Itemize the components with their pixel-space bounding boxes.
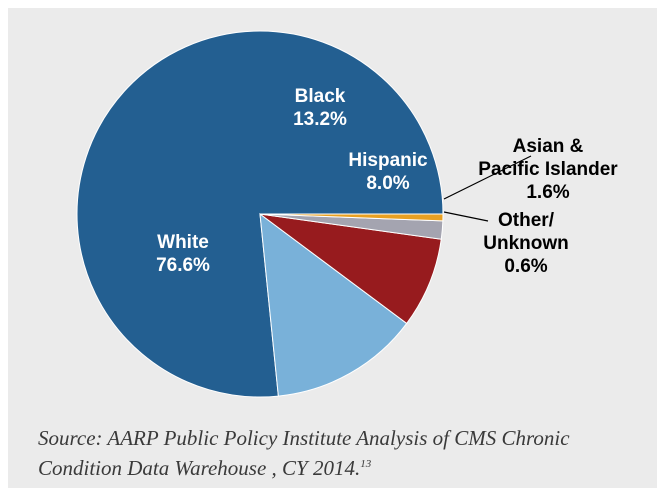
slice-label: White 76.6% [156,232,210,276]
slice-label-line: 76.6% [156,255,210,276]
slice-label-line: Unknown [483,233,569,254]
slice-label-line: White [157,232,209,253]
callout-line [443,211,489,222]
slice-label-line: Other/ [498,210,555,231]
pie-chart: White 76.6% Black 13.2%Hispanic 8.0% Asian & P… [76,30,618,398]
footnote-marker: 13 [360,458,372,470]
slice-label: Asian & Pacific Islander 1.6% [478,136,618,203]
slice-label: Other/Unknown 0.6% [483,210,569,277]
callout-line [443,155,532,200]
pie-slice-other-unknown [259,213,444,222]
source-note: Source: AARP Public Policy Institute Ana… [38,423,638,483]
pie-slice-black [259,212,408,397]
chart-panel: White 76.6% Black 13.2% Hispanic 8.0% Asian & P… [8,8,657,488]
slice-label-line: 8.0% [366,173,409,194]
source-text: Source: AARP Public Policy Institute Ana… [38,426,570,480]
pie-slice-hispanic [259,213,442,325]
slice-label: Black 13.2% [293,86,347,130]
slice-label-line: Pacific Islander [478,159,618,180]
slice-label-line: 1.6% [526,182,569,203]
slice-label-line: 13.2% [293,109,347,130]
slice-label-line: Hispanic [348,150,428,171]
slice-label-line: Asian & [513,136,584,157]
slice-label: Hispanic 8.0% [348,150,428,194]
slice-label-line: Black [295,86,346,107]
slice-label-line: 0.6% [504,256,547,277]
